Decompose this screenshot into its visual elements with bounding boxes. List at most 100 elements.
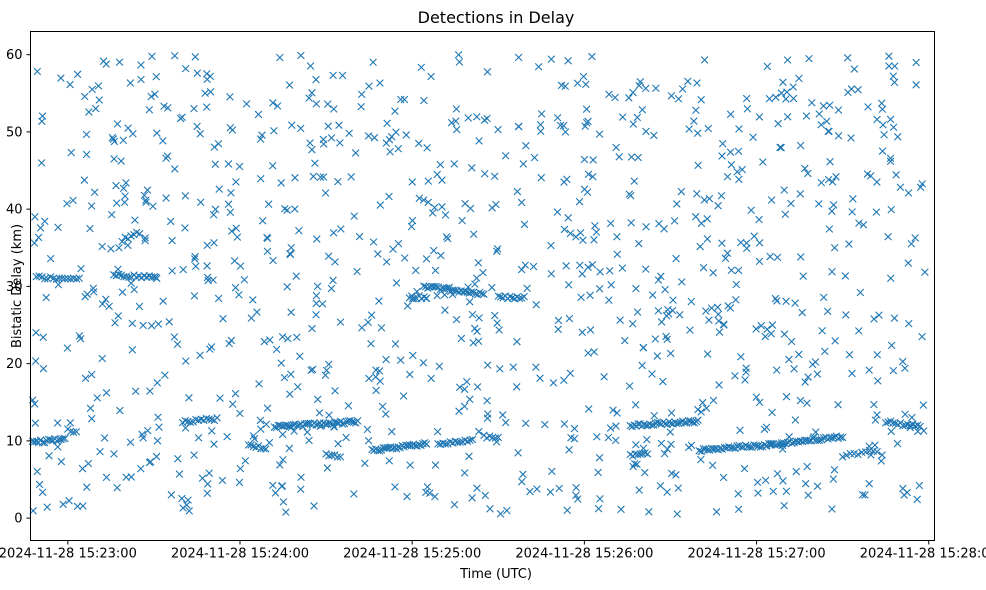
data-point bbox=[778, 441, 787, 450]
data-point bbox=[231, 283, 240, 292]
y-tick-label: 50 bbox=[6, 125, 23, 140]
data-point bbox=[818, 326, 826, 335]
data-point bbox=[885, 52, 893, 60]
data-point bbox=[351, 149, 360, 157]
data-point bbox=[433, 427, 442, 436]
data-point bbox=[185, 507, 194, 515]
data-point bbox=[612, 143, 620, 152]
y-tick-label: 20 bbox=[6, 357, 23, 372]
data-point bbox=[595, 130, 604, 138]
data-point bbox=[121, 192, 129, 200]
data-point bbox=[433, 170, 442, 179]
data-point bbox=[338, 420, 347, 428]
data-point bbox=[263, 404, 272, 412]
data-point bbox=[498, 411, 507, 419]
data-point bbox=[834, 132, 843, 140]
data-point bbox=[779, 78, 787, 87]
data-point bbox=[783, 88, 791, 96]
data-point bbox=[232, 224, 241, 233]
data-point bbox=[432, 282, 440, 291]
data-point bbox=[127, 473, 136, 481]
data-point bbox=[309, 172, 318, 181]
data-point bbox=[913, 495, 921, 504]
data-point bbox=[661, 285, 669, 294]
data-point bbox=[670, 217, 679, 225]
data-point bbox=[293, 383, 302, 391]
data-point bbox=[372, 386, 380, 395]
data-point bbox=[856, 288, 865, 297]
data-point bbox=[715, 381, 723, 389]
data-point bbox=[693, 189, 701, 198]
data-point bbox=[716, 444, 725, 453]
data-point bbox=[655, 219, 663, 228]
data-point bbox=[30, 400, 39, 408]
data-point bbox=[506, 292, 514, 301]
data-point bbox=[660, 449, 669, 458]
data-point bbox=[407, 222, 416, 231]
data-point bbox=[36, 224, 45, 232]
data-point bbox=[441, 211, 450, 219]
data-point bbox=[578, 328, 587, 337]
data-point bbox=[411, 266, 420, 275]
data-point bbox=[553, 113, 562, 122]
data-point bbox=[480, 290, 488, 298]
data-point bbox=[64, 274, 72, 283]
data-point bbox=[454, 50, 463, 59]
data-point bbox=[750, 232, 758, 241]
data-point bbox=[201, 89, 209, 98]
data-point bbox=[464, 114, 473, 122]
data-point bbox=[259, 444, 268, 453]
data-point bbox=[75, 274, 84, 283]
data-point bbox=[145, 105, 154, 114]
data-point bbox=[468, 494, 476, 502]
data-point bbox=[766, 252, 774, 261]
data-point bbox=[131, 216, 139, 224]
data-point bbox=[316, 173, 325, 181]
data-point bbox=[318, 300, 327, 308]
data-point bbox=[825, 101, 834, 110]
data-point bbox=[534, 62, 543, 71]
data-point bbox=[756, 443, 765, 451]
data-point bbox=[881, 419, 890, 427]
data-point bbox=[594, 468, 602, 477]
data-point bbox=[596, 267, 604, 276]
data-point bbox=[417, 63, 426, 72]
data-point bbox=[703, 215, 712, 223]
data-point bbox=[473, 383, 482, 391]
data-point bbox=[774, 119, 782, 128]
data-point bbox=[501, 418, 510, 427]
data-point bbox=[632, 440, 640, 449]
data-point bbox=[408, 178, 417, 186]
data-point bbox=[440, 291, 449, 299]
data-point bbox=[737, 238, 745, 247]
data-point bbox=[206, 88, 215, 96]
data-point bbox=[714, 201, 722, 210]
data-point bbox=[600, 373, 608, 381]
data-point bbox=[278, 482, 287, 490]
data-point bbox=[838, 433, 847, 442]
data-point bbox=[618, 113, 627, 121]
data-point bbox=[727, 266, 736, 275]
data-point bbox=[529, 262, 538, 271]
data-point bbox=[441, 306, 449, 314]
data-point bbox=[34, 233, 43, 242]
data-point bbox=[889, 123, 898, 132]
data-point bbox=[77, 264, 85, 273]
x-tick-label: 2024-11-28 15:26:00 bbox=[515, 547, 653, 562]
data-point bbox=[85, 108, 93, 116]
data-point bbox=[147, 321, 156, 330]
data-point bbox=[382, 258, 391, 266]
data-point bbox=[606, 424, 615, 432]
data-point bbox=[345, 129, 353, 138]
data-point bbox=[699, 263, 708, 272]
data-point bbox=[422, 255, 431, 263]
data-point bbox=[726, 110, 735, 119]
data-point bbox=[456, 438, 464, 446]
data-point bbox=[782, 487, 791, 496]
data-point bbox=[828, 267, 836, 276]
data-point bbox=[256, 425, 265, 433]
data-point bbox=[342, 433, 350, 442]
data-point bbox=[514, 53, 523, 62]
data-point bbox=[693, 79, 701, 87]
data-point bbox=[639, 444, 648, 453]
